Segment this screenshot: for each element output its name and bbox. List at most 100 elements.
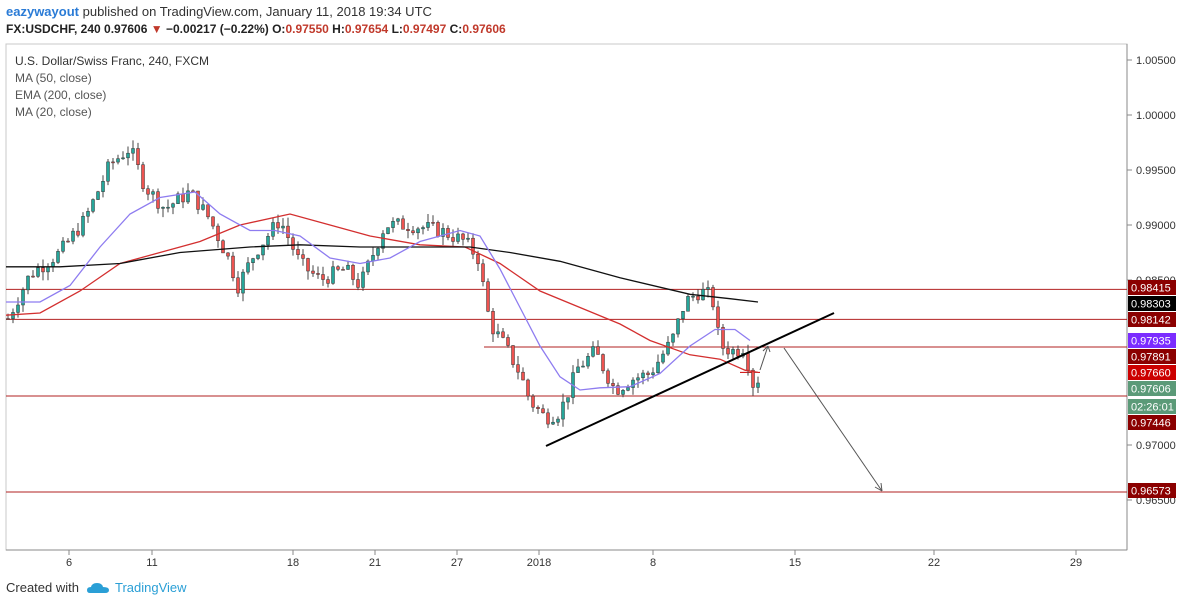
candle[interactable]	[286, 225, 290, 238]
candle[interactable]	[161, 206, 165, 209]
candle[interactable]	[281, 225, 285, 229]
candle[interactable]	[346, 264, 350, 270]
candle[interactable]	[616, 385, 620, 395]
candle[interactable]	[211, 216, 215, 227]
candle[interactable]	[81, 215, 85, 236]
candle[interactable]	[36, 267, 40, 277]
candle[interactable]	[691, 295, 695, 298]
candle[interactable]	[381, 233, 385, 249]
candle[interactable]	[466, 237, 470, 240]
candle[interactable]	[546, 412, 550, 425]
candle[interactable]	[396, 218, 400, 222]
candle[interactable]	[321, 274, 325, 280]
candle[interactable]	[636, 377, 640, 381]
candle[interactable]	[196, 190, 200, 210]
candle[interactable]	[231, 255, 235, 279]
candle[interactable]	[11, 312, 15, 319]
candle[interactable]	[661, 353, 665, 363]
candle[interactable]	[26, 275, 30, 291]
candle[interactable]	[506, 337, 510, 346]
candle[interactable]	[471, 237, 475, 255]
candle[interactable]	[361, 271, 365, 288]
candle[interactable]	[21, 289, 25, 306]
candle[interactable]	[606, 370, 610, 384]
candle[interactable]	[6, 318, 10, 320]
candle[interactable]	[731, 349, 735, 355]
candle[interactable]	[156, 191, 160, 209]
candle[interactable]	[436, 222, 440, 237]
candle[interactable]	[41, 267, 45, 273]
tradingview-link[interactable]: TradingView	[114, 580, 187, 595]
candle[interactable]	[386, 227, 390, 234]
candle[interactable]	[251, 258, 255, 263]
candle[interactable]	[171, 203, 175, 208]
candle[interactable]	[676, 318, 680, 335]
candle[interactable]	[496, 331, 500, 335]
candle[interactable]	[146, 188, 150, 195]
plot-area[interactable]	[5, 43, 1128, 551]
candle[interactable]	[261, 244, 265, 256]
candle[interactable]	[531, 395, 535, 408]
candle[interactable]	[201, 204, 205, 210]
candle[interactable]	[626, 387, 630, 391]
candle[interactable]	[646, 372, 650, 375]
candle[interactable]	[486, 281, 490, 312]
candle[interactable]	[326, 279, 330, 284]
candle[interactable]	[126, 152, 130, 159]
candle[interactable]	[576, 366, 580, 373]
candle[interactable]	[701, 289, 705, 301]
candle[interactable]	[526, 379, 530, 397]
legend-ma20[interactable]: MA (20, close)	[15, 105, 92, 119]
candle[interactable]	[621, 390, 625, 395]
candle[interactable]	[641, 372, 645, 379]
arrow-up-line[interactable]	[759, 345, 769, 371]
candle[interactable]	[271, 222, 275, 237]
legend-ema200[interactable]: EMA (200, close)	[15, 88, 106, 102]
candle[interactable]	[456, 233, 460, 242]
candle[interactable]	[516, 364, 520, 373]
candle[interactable]	[141, 164, 145, 189]
candle[interactable]	[106, 161, 110, 182]
candle[interactable]	[391, 221, 395, 228]
candle[interactable]	[316, 273, 320, 275]
trendline[interactable]	[545, 312, 835, 447]
candle[interactable]	[221, 240, 225, 254]
candle[interactable]	[476, 253, 480, 265]
candle[interactable]	[406, 229, 410, 231]
candle[interactable]	[756, 382, 760, 388]
candle[interactable]	[116, 158, 120, 163]
candle[interactable]	[151, 191, 155, 195]
candle[interactable]	[416, 228, 420, 234]
candle[interactable]	[441, 228, 445, 237]
candle[interactable]	[226, 252, 230, 257]
candle[interactable]	[71, 230, 75, 242]
candle[interactable]	[61, 240, 65, 252]
candle[interactable]	[591, 346, 595, 357]
candle[interactable]	[421, 227, 425, 230]
candle[interactable]	[16, 304, 20, 313]
candle[interactable]	[331, 266, 335, 284]
candle[interactable]	[696, 295, 700, 301]
candle[interactable]	[411, 230, 415, 234]
candle[interactable]	[686, 296, 690, 312]
candle[interactable]	[366, 260, 370, 273]
candle[interactable]	[56, 251, 60, 263]
candle[interactable]	[306, 258, 310, 272]
candle[interactable]	[716, 306, 720, 328]
candle[interactable]	[461, 233, 465, 240]
candle[interactable]	[31, 275, 35, 278]
candle[interactable]	[736, 349, 740, 357]
candle[interactable]	[706, 287, 710, 290]
candle[interactable]	[581, 365, 585, 368]
candle[interactable]	[46, 266, 50, 273]
candle[interactable]	[501, 331, 505, 338]
candle[interactable]	[101, 181, 105, 192]
candle[interactable]	[291, 237, 295, 250]
candle[interactable]	[556, 418, 560, 423]
candle[interactable]	[136, 148, 140, 165]
candle[interactable]	[176, 193, 180, 204]
candle[interactable]	[376, 248, 380, 256]
candle[interactable]	[586, 356, 590, 367]
candle[interactable]	[431, 222, 435, 224]
